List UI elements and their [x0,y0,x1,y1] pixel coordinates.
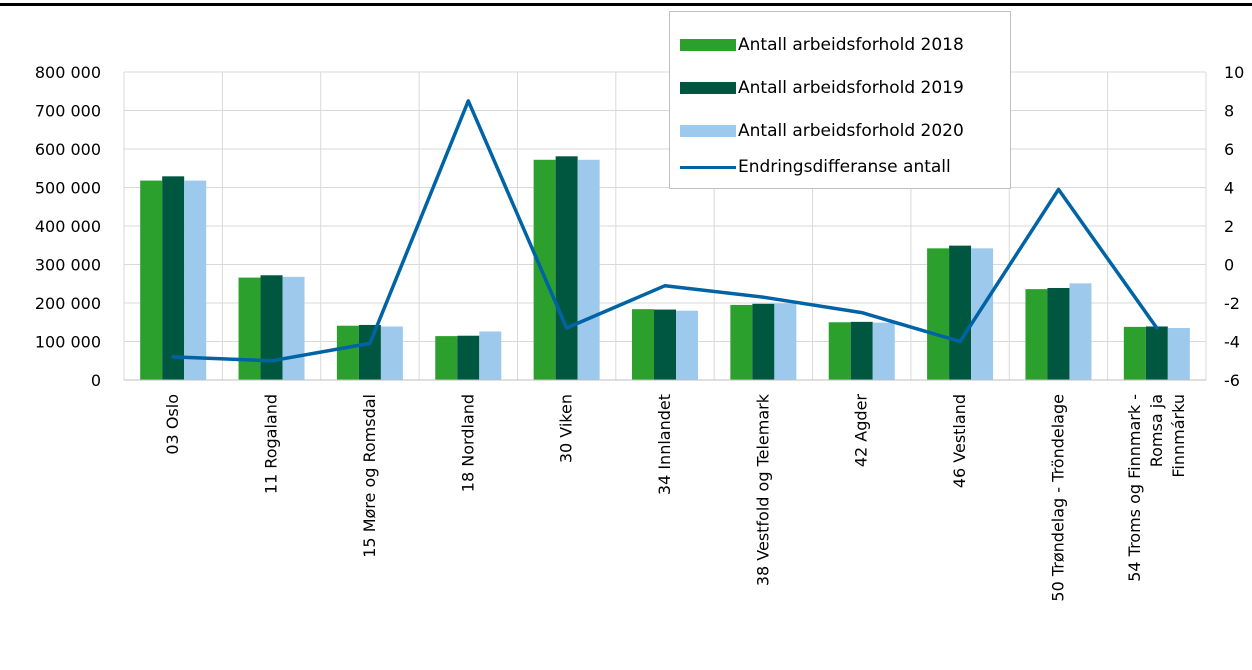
bar-2020-7 [872,322,895,380]
y-left-tick-label: 0 [91,371,101,390]
bar-2018-6 [730,304,753,380]
bar-2019-8 [949,245,972,380]
y-left-tick-label: 600 000 [35,140,101,159]
x-category-label: 54 Troms og Finnmark - [1125,394,1144,582]
y-right-tick-label: -6 [1224,371,1240,390]
bar-2019-2 [358,324,381,380]
bar-2020-6 [774,303,797,380]
bar-2018-0 [140,180,163,380]
x-category-label: 03 Oslo [163,394,182,455]
y-right-tick-label: 8 [1224,102,1234,121]
x-category-label: 18 Nordland [458,394,477,492]
bar-2020-3 [479,331,502,380]
bar-2018-3 [435,336,458,380]
legend-item-2020: Antall arbeidsforhold 2020 [680,116,964,146]
legend-item-2019: Antall arbeidsforhold 2019 [680,73,964,103]
bar-2019-10 [1145,326,1168,380]
y-right-tick-label: 4 [1224,179,1234,198]
bar-2020-1 [282,276,305,380]
bar-2019-6 [752,303,775,380]
legend-swatch-2019 [680,82,736,94]
y-right-tick-label: -4 [1224,333,1240,352]
y-left-tick-label: 500 000 [35,179,101,198]
bar-2020-2 [380,326,403,380]
x-category-label: 42 Agder [852,394,871,468]
legend-line-change [680,165,736,169]
y-right-tick-label: 10 [1224,63,1244,82]
x-category-label: 34 Innlandet [655,394,674,495]
top-border-line [0,3,1252,6]
bar-2018-10 [1123,326,1146,380]
y-right-tick-label: 0 [1224,256,1234,275]
y-left-tick-label: 300 000 [35,256,101,275]
y-right-tick-label: 6 [1224,140,1234,159]
bar-2019-4 [555,156,578,380]
legend-item-change: Endringsdifferanse antall [680,152,951,182]
x-category-label: 15 Møre og Romsdal [360,394,379,558]
y-left-tick-label: 200 000 [35,294,101,313]
bar-2019-3 [457,335,480,380]
bar-2020-8 [971,248,994,380]
bar-2020-10 [1167,328,1190,380]
legend-swatch-2020 [680,125,736,137]
bar-2019-1 [260,275,283,380]
bar-2018-7 [828,322,851,380]
y-left-tick-label: 400 000 [35,217,101,236]
x-category-label: Romsa ja [1147,394,1166,467]
line-series [171,99,1159,363]
bar-2018-8 [927,248,950,380]
x-category-label: 38 Vestfold og Telemark [753,393,772,586]
y-left-tick-label: 700 000 [35,102,101,121]
bar-2019-9 [1047,287,1070,380]
legend-swatch-2018 [680,39,736,51]
x-category-label: 30 Viken [557,394,576,463]
bar-2019-0 [162,176,185,380]
bar-marks [140,156,1190,380]
bar-2018-9 [1025,289,1048,380]
x-category-label: Finnmárku [1169,394,1188,478]
bar-2020-5 [676,310,698,380]
line-endringsdifferanse [171,99,1159,363]
axis-labels: 0 100 000 200 000 300 000 400 000 500 000 600 … [35,63,1245,602]
legend: Antall arbeidsforhold 2018 Antall arbeid… [669,11,1011,189]
x-category-label: 50 Trøndelag - Tröndelage [1048,394,1067,602]
bar-2019-5 [654,309,676,380]
legend-item-2018: Antall arbeidsforhold 2018 [680,30,964,60]
y-right-tick-label: 2 [1224,217,1234,236]
bar-2018-5 [632,309,654,380]
bar-2018-4 [533,159,556,380]
bar-2018-1 [238,277,261,380]
bar-2020-0 [184,180,207,380]
bar-2020-4 [577,159,600,380]
bar-2020-9 [1069,283,1092,380]
legend-label-2019: Antall arbeidsforhold 2019 [738,78,964,98]
legend-label-2020: Antall arbeidsforhold 2020 [738,121,964,141]
x-category-label: 46 Vestland [950,394,969,488]
y-left-tick-label: 100 000 [35,333,101,352]
y-left-tick-label: 800 000 [35,63,101,82]
bar-2018-2 [336,325,359,380]
y-right-tick-label: -2 [1224,294,1240,313]
legend-label-change: Endringsdifferanse antall [738,157,951,177]
bar-2019-7 [850,321,873,380]
legend-label-2018: Antall arbeidsforhold 2018 [738,35,964,55]
x-category-label: 11 Rogaland [262,394,281,494]
